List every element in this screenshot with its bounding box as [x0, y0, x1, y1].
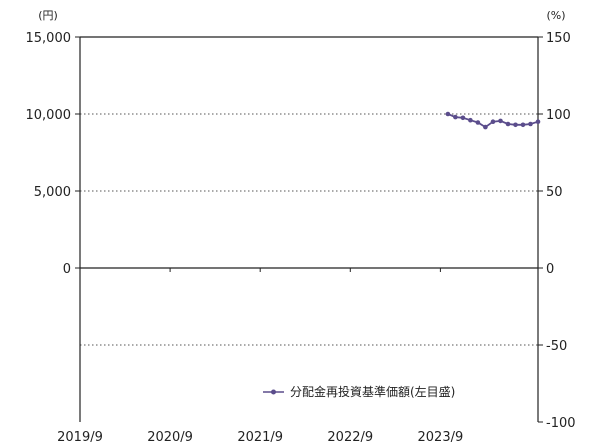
right-tick-label: 150 — [546, 31, 571, 46]
right-tick-label: 0 — [546, 262, 554, 277]
data-point — [490, 119, 496, 124]
left-axis-unit: (円) — [38, 9, 58, 22]
x-tick-label: 2022/9 — [327, 430, 373, 445]
data-point — [475, 120, 481, 125]
data-point — [483, 124, 488, 130]
x-tick-label: 2019/9 — [57, 430, 103, 445]
left-tick-label: 5,000 — [34, 185, 71, 200]
data-point — [520, 122, 526, 128]
right-axis-unit: (%) — [546, 9, 565, 22]
data-point — [513, 122, 518, 128]
right-tick-label: 50 — [546, 185, 563, 200]
data-point — [505, 121, 511, 127]
data-point — [460, 115, 466, 121]
right-tick-label: 100 — [546, 108, 571, 123]
grid — [80, 113, 538, 346]
right-tick-label: -100 — [546, 416, 576, 431]
legend-label: 分配金再投資基準価額(左目盛) — [290, 384, 455, 399]
left-tick-label: 15,000 — [26, 31, 72, 46]
left-tick-label: 0 — [63, 262, 71, 277]
x-tick-label: 2020/9 — [147, 430, 193, 445]
x-tick-label: 2023/9 — [418, 430, 464, 445]
ticks: 15,000 10,000 5,000 0 150 100 50 0 -50 -100 2019/9… — [26, 31, 576, 445]
axes — [79, 36, 539, 422]
data-point — [535, 119, 541, 124]
data-point — [528, 121, 533, 127]
x-tick-label: 2021/9 — [237, 430, 283, 445]
data-point — [468, 117, 473, 123]
legend-marker — [271, 389, 276, 395]
series-layer — [445, 111, 541, 130]
right-tick-label: -50 — [546, 339, 567, 354]
data-point — [445, 111, 451, 117]
data-point — [498, 118, 503, 124]
left-tick-label: 10,000 — [26, 108, 72, 123]
legend: 分配金再投資基準価額(左目盛) — [263, 384, 455, 399]
data-point — [453, 114, 458, 120]
